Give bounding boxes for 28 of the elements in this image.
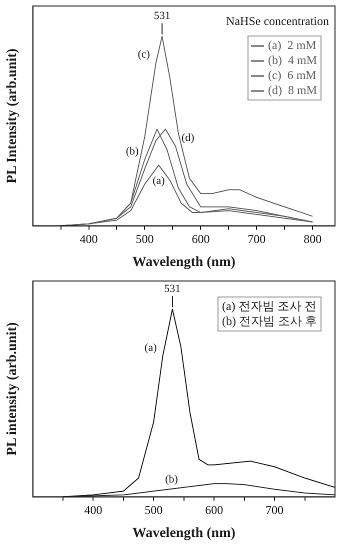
x-tick-label: 600 [192,232,210,246]
legend-label: (d) 8 mM [268,83,318,98]
x-tick-label: 500 [136,232,154,246]
x-axis-title: Wavelength (nm) [132,255,236,270]
annotation: (d) [182,132,195,144]
annotation: 531 [154,10,170,22]
x-tick-label: 400 [80,232,98,246]
annotation: 531 [164,283,181,296]
x-tick-label: 700 [266,503,284,518]
x-tick-label: 500 [144,503,163,518]
annotation: (a) [144,342,158,354]
legend-label: (c) 6 mM [268,68,317,82]
annotation: (c) [138,48,150,61]
legend-label: (b) 4 mM [268,53,318,68]
text: (b) 전자빔 조사 후 [222,314,318,328]
x-tick-label: 800 [304,232,322,246]
y-axis-title: PL Intensity (arb.unit) [5,48,20,184]
x-axis-title: Wavelength (nm) [132,526,236,542]
legend-label: (a) 2 mM [268,38,317,52]
text: (a) 전자빔 조사 전 [222,299,316,314]
annotation: (b) [165,473,178,486]
x-tick-label: 600 [205,503,224,518]
x-tick-label: 700 [248,232,266,246]
annotation: (b) [126,145,140,158]
y-axis-title: PL intensity (arb.unit) [5,322,20,456]
annotation: (a) [152,175,166,188]
legend-title: NaHSe concentration [226,14,330,28]
x-tick-label: 400 [84,503,102,518]
